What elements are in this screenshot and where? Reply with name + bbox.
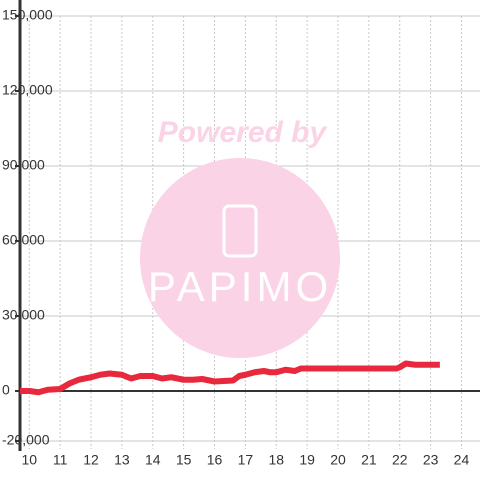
y-tick-label: 150,000 bbox=[2, 7, 53, 23]
x-tick-label: 16 bbox=[207, 452, 223, 468]
y-tick-label: -20,000 bbox=[2, 432, 50, 448]
x-tick-label: 17 bbox=[238, 452, 254, 468]
series-line bbox=[20, 360, 440, 396]
x-tick-label: 22 bbox=[392, 452, 408, 468]
y-tick-label: 90,000 bbox=[2, 157, 45, 173]
x-tick-label: 11 bbox=[53, 452, 68, 468]
x-tick-label: 23 bbox=[423, 452, 439, 468]
x-tick-label: 24 bbox=[454, 452, 470, 468]
watermark: Powered by PAPIMO bbox=[140, 116, 340, 358]
y-tick-label: 60,000 bbox=[2, 232, 45, 248]
x-tick-label: 10 bbox=[21, 452, 37, 468]
x-tick-label: 13 bbox=[114, 452, 130, 468]
x-tick-label: 21 bbox=[361, 452, 377, 468]
watermark-text: Powered by bbox=[158, 116, 328, 149]
watermark-circle bbox=[140, 158, 340, 358]
x-tick-label: 14 bbox=[145, 452, 161, 468]
x-tick-label: 15 bbox=[176, 452, 192, 468]
x-tick-label: 12 bbox=[83, 452, 99, 468]
y-tick-label: 30,000 bbox=[2, 307, 45, 323]
y-tick-label: 120,000 bbox=[2, 82, 53, 98]
y-tick-label: 0 bbox=[2, 382, 10, 398]
x-tick-label: 18 bbox=[268, 452, 284, 468]
x-tick-label: 20 bbox=[330, 452, 346, 468]
watermark-phone bbox=[222, 204, 258, 258]
watermark-logo: PAPIMO bbox=[148, 263, 332, 310]
x-tick-label: 19 bbox=[299, 452, 315, 468]
